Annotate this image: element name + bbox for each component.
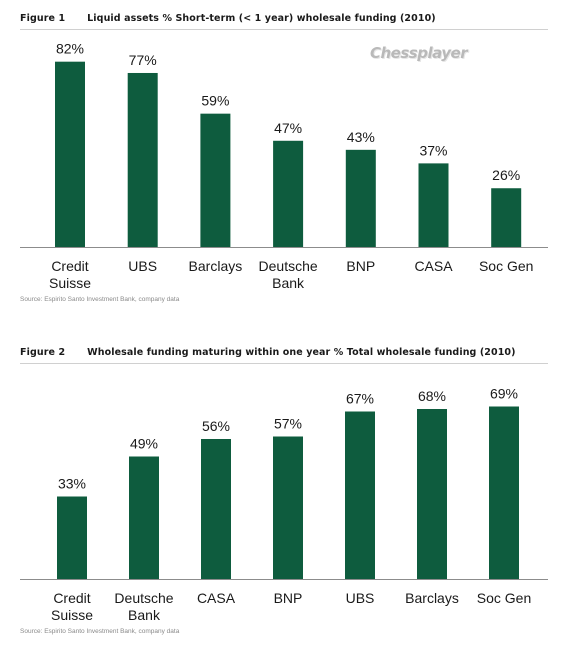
figure-2-bar-5 <box>417 409 447 579</box>
figure-1-data-label-1: 77% <box>129 52 157 68</box>
figure-1-data-label-6: 26% <box>492 167 520 183</box>
figure-2-title: Figure 2 Wholesale funding maturing withi… <box>20 347 516 358</box>
figure-2-bar-6 <box>489 406 519 579</box>
figure-1-data-label-2: 59% <box>201 93 229 109</box>
figure-1-title-text: Liquid assets % Short-term (< 1 year) wh… <box>87 13 436 24</box>
figure-2-category-label-1: Deutsche Bank <box>114 590 173 623</box>
figure-1-category-label-4: BNP <box>346 258 375 274</box>
figure-1-bar-2 <box>200 113 231 247</box>
figure-1-data-label-5: 37% <box>419 142 447 158</box>
figure-2-category-label-5: Barclays <box>405 590 459 606</box>
figure-1-bar-4 <box>345 149 376 247</box>
figure-1-data-label-0: 82% <box>56 41 84 57</box>
figure-1-category-label-3: Deutsche Bank <box>259 258 318 291</box>
figure-1-category-label-2: Barclays <box>189 258 243 274</box>
figure-2-data-label-0: 33% <box>58 476 86 492</box>
figure-2-title-rule <box>20 363 548 364</box>
figure-2-category-label-0: Credit Suisse <box>51 590 93 623</box>
figure-2-data-label-2: 56% <box>202 418 230 434</box>
figure-1-bar-chart: 82% Credit Suisse 77% UBS 59% Barclays 47% Deuts… <box>20 41 548 291</box>
figure-1-data-label-3: 47% <box>274 120 302 136</box>
figure-1-source: Source: Espirito Santo Investment Bank, … <box>20 296 180 303</box>
figure-1-title-rule <box>20 29 548 30</box>
figure-2-bar-2 <box>201 439 231 579</box>
figure-2-data-label-5: 68% <box>418 388 446 404</box>
figure-1-title: Figure 1 Liquid assets % Short-term (< 1 … <box>20 13 436 24</box>
figure-2-source: Source: Espirito Santo Investment Bank, … <box>20 628 180 635</box>
figure-2-bar-3 <box>273 436 303 579</box>
figure-1-data-label-4: 43% <box>347 129 375 145</box>
figure-1-bar-0 <box>55 61 85 248</box>
figure-2-category-label-6: Soc Gen <box>477 590 531 606</box>
figure-1-bar-6 <box>491 188 522 247</box>
figure-1-category-label-6: Soc Gen <box>479 258 533 274</box>
figure-1-bar-1 <box>127 72 158 247</box>
figure-2-bar-0 <box>57 496 87 579</box>
figure-2-bar-4 <box>345 411 375 579</box>
figure-2-bar-1 <box>129 456 159 579</box>
figure-2-category-label-4: UBS <box>346 590 375 606</box>
figure-1-bar-3 <box>273 140 304 247</box>
watermark: Chessplayer <box>370 44 468 62</box>
figure-2-data-label-4: 67% <box>346 391 374 407</box>
figure-2-data-label-1: 49% <box>130 436 158 452</box>
figure-1-bar-5 <box>418 163 449 247</box>
figure-1-category-label-5: CASA <box>414 258 453 274</box>
figure-1-category-label-1: UBS <box>128 258 157 274</box>
figure-2-category-label-3: BNP <box>274 590 303 606</box>
figure-1-category-label-0: Credit Suisse <box>49 258 91 291</box>
figure-2-data-label-6: 69% <box>490 386 518 402</box>
figure-2-data-label-3: 57% <box>274 416 302 432</box>
figure-1-label: Figure 1 <box>20 13 66 24</box>
figure-2-category-label-2: CASA <box>197 590 236 606</box>
figure-2-label: Figure 2 <box>20 347 66 358</box>
figure-2-title-text: Wholesale funding maturing within one ye… <box>87 347 516 358</box>
